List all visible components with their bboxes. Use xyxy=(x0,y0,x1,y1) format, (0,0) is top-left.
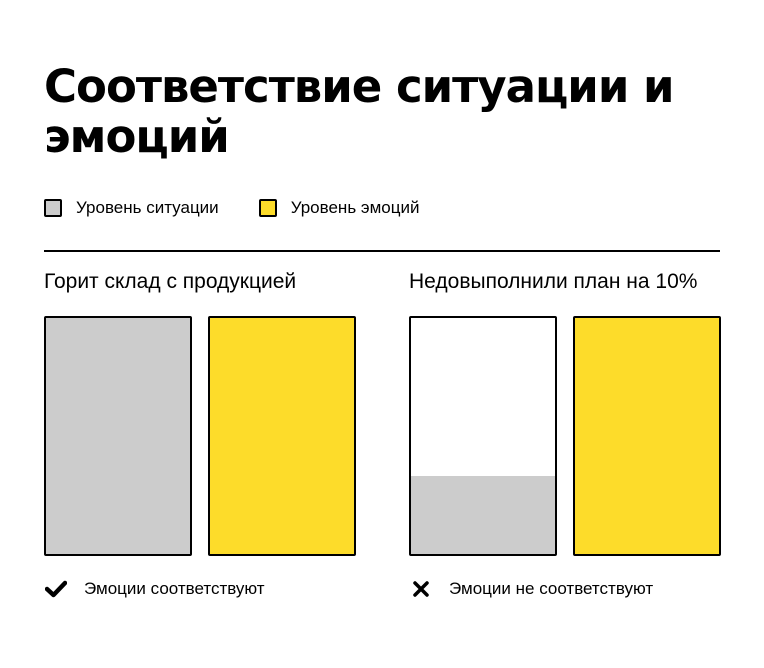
bar-group xyxy=(409,316,721,556)
bar-fill-situation xyxy=(411,476,555,554)
divider xyxy=(44,250,720,252)
legend-label-emotion: Уровень эмоций xyxy=(290,198,420,217)
bar-fill-emotion xyxy=(210,318,354,554)
legend-swatch-situation xyxy=(44,199,62,217)
legend-swatch-emotion xyxy=(258,199,277,217)
check-icon xyxy=(44,578,68,600)
cross-icon xyxy=(409,578,433,600)
chart-panel-warehouse-fire: Горит склад с продукцией Эмоции соответс… xyxy=(44,268,356,608)
bar-fill-emotion xyxy=(575,318,719,554)
legend-item-situation: Уровень ситуации xyxy=(44,198,219,218)
verdict-label: Эмоции соответствуют xyxy=(84,579,265,598)
bar-group xyxy=(44,316,356,556)
bar-emotion-level xyxy=(208,316,356,556)
panel-title: Недовыполнили план на 10% xyxy=(409,270,698,293)
chart-title: Соответствие ситуации и эмоций xyxy=(44,60,675,163)
legend: Уровень ситуации Уровень эмоций xyxy=(44,197,459,219)
verdict: Эмоции соответствуют xyxy=(44,578,265,600)
bar-emotion-level xyxy=(573,316,721,556)
chart-panel-plan-shortfall: Недовыполнили план на 10% Эмоции не соот… xyxy=(409,268,721,608)
verdict-label: Эмоции не соответствуют xyxy=(449,579,654,598)
legend-label-situation: Уровень ситуации xyxy=(76,198,219,217)
legend-item-emotion: Уровень эмоций xyxy=(258,198,420,218)
bar-situation-level xyxy=(409,316,557,556)
bar-situation-level xyxy=(44,316,192,556)
verdict: Эмоции не соответствуют xyxy=(409,578,653,600)
panel-title: Горит склад с продукцией xyxy=(44,270,297,293)
bar-fill-situation xyxy=(46,318,190,554)
